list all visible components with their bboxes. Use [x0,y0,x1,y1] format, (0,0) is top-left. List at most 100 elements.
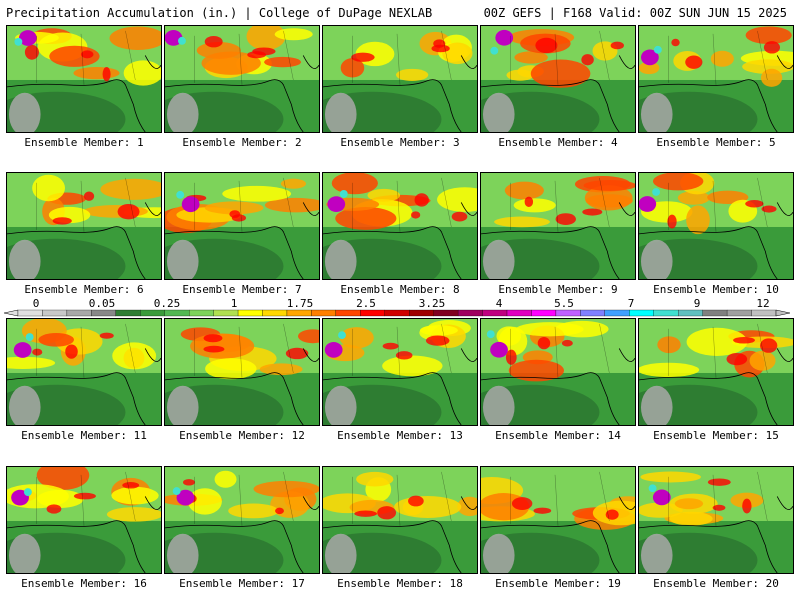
precip-field [481,467,635,573]
state-borders [668,177,768,232]
colorbar-tick-label: 1.75 [287,297,314,310]
precip-blob [253,480,319,498]
ensemble-member-label: Ensemble Member: 15 [653,429,779,442]
heavy-precip-blob [229,210,241,218]
max-precip-center [648,484,657,493]
ensemble-member-label: Ensemble Member: 13 [337,429,463,442]
state-borders [36,323,136,378]
precip-blob [419,325,458,336]
coastline [323,348,477,425]
heavy-precip-blob [122,482,140,489]
heavy-precip-blob [555,213,576,225]
ensemble-member-label: Ensemble Member: 16 [21,577,147,590]
heavy-precip-blob [433,39,446,48]
colorbar-min-arrow [3,309,19,317]
coastline [639,202,793,279]
ensemble-member-label: Ensemble Member: 17 [179,577,305,590]
precip-field [323,26,477,132]
ensemble-map-panel [164,466,320,574]
precip-field [7,467,161,573]
ensemble-member-label: Ensemble Member: 6 [24,283,144,296]
max-precip-core [181,196,200,213]
heavy-precip-blob [561,339,573,347]
ensemble-map-panel [164,25,320,133]
precip-blob [504,181,544,200]
map-title: Precipitation Accumulation (in.) | Colle… [6,6,433,20]
coastline [639,348,793,425]
precip-blob [109,26,161,51]
max-precip-core [490,341,508,358]
precip-blob [32,174,65,202]
precip-field [639,319,793,425]
gray-low-area [8,385,41,425]
heavy-precip-blob [610,41,624,50]
colorbar-segment [213,309,239,317]
precip-field [165,467,319,573]
max-precip-core [176,489,195,506]
colorbar-segment [653,309,679,317]
gray-low-area [640,239,673,279]
precip-blob [7,356,56,370]
gray-low-area [640,92,673,132]
colorbar-tick-label: 9 [694,297,701,310]
ensemble-map-panel [6,318,162,426]
gray-low-area [8,92,41,132]
ensemble-member-label: Ensemble Member: 10 [653,283,779,296]
heavy-precip-blob [183,479,195,486]
colorbar-segment [17,309,43,317]
colorbar-segment [189,309,214,317]
heavy-precip-blob [410,211,421,219]
colorbar-max-arrow [775,309,791,317]
state-borders [194,471,294,526]
heavy-precip-blob [83,191,95,201]
precip-blob [749,350,776,371]
ensemble-member-label: Ensemble Member: 4 [498,136,618,149]
precip-field [323,467,477,573]
precip-blob [205,358,257,380]
precip-blob [639,502,683,518]
precip-blob [677,191,710,205]
ensemble-map-panel [322,318,478,426]
max-precip-center [25,333,34,341]
precip-blob [274,28,313,41]
heavy-precip-blob [275,507,284,515]
coastline [481,55,635,132]
precip-blob [190,333,255,359]
max-precip-center [23,488,32,496]
heavy-precip-blob [726,352,748,366]
precip-blob [442,42,473,65]
colorbar-tick-label: 0 [33,297,40,310]
precip-blob [264,56,302,68]
coastline [639,55,793,132]
heavy-precip-blob [408,495,424,507]
state-borders [510,177,610,232]
heavy-precip-blob [451,211,468,222]
heavy-precip-blob [102,66,111,82]
max-precip-core [641,49,659,66]
colorbar-segment [726,309,752,317]
heavy-precip-blob [377,506,397,520]
colorbar-segment [702,309,728,317]
precip-blob [514,51,548,64]
max-precip-core [652,489,671,506]
ensemble-map-panel [6,25,162,133]
ensemble-map-panel [164,172,320,280]
heavy-precip-blob [685,55,703,69]
precip-blob [298,329,319,344]
precip-blob [204,201,264,215]
max-precip-core [13,342,32,358]
colorbar-segment [262,309,288,317]
precip-blob [331,173,378,195]
heavy-precip-blob [247,51,266,59]
colorbar-tick-label: 12 [756,297,769,310]
precip-blob [494,216,550,228]
precip-blob [496,326,522,346]
colorbar-segment [42,309,68,317]
max-precip-core [327,196,346,213]
heavy-precip-blob [742,498,752,514]
gray-low-area [324,239,357,279]
ensemble-map-panel [6,172,162,280]
colorbar-segment [433,309,459,317]
ensemble-map-panel [480,172,636,280]
heavy-precip-blob [605,509,619,520]
